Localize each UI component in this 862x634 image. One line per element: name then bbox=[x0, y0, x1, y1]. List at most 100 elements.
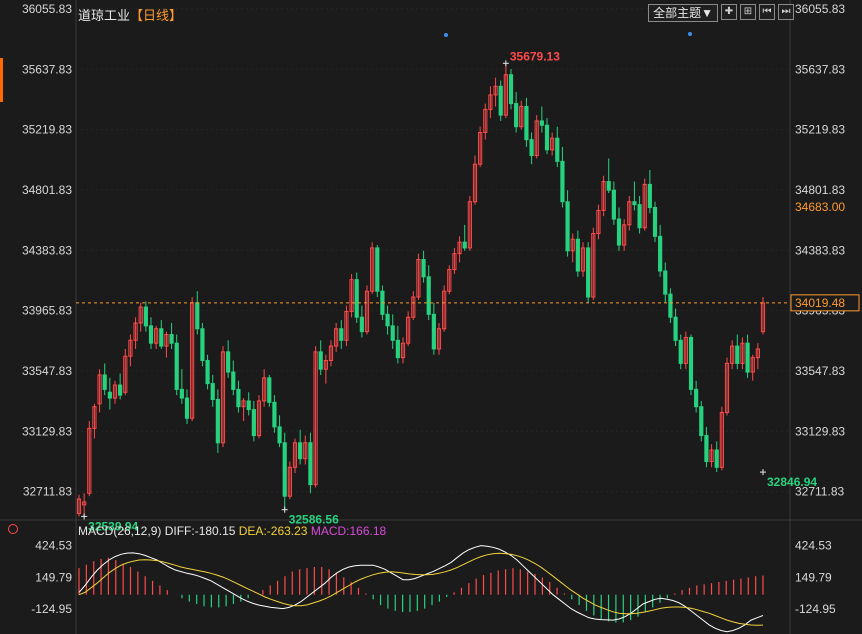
macd-value: MACD:166.18 bbox=[310, 524, 387, 538]
chart-title: 道琼工业【日线】 bbox=[78, 5, 182, 24]
candle-body bbox=[200, 328, 205, 362]
candle bbox=[334, 322, 339, 352]
candle-body bbox=[118, 384, 123, 396]
next-icon[interactable]: ⏭ bbox=[778, 4, 794, 20]
candle-body bbox=[164, 334, 169, 347]
candle-body bbox=[565, 201, 570, 252]
candle-body bbox=[318, 351, 323, 370]
y-tick-label-right: 36055.83 bbox=[795, 2, 845, 16]
candle bbox=[154, 325, 159, 349]
candle-body bbox=[611, 189, 616, 220]
candle-body bbox=[431, 313, 436, 350]
y-tick-label-right: 35637.83 bbox=[795, 62, 845, 76]
candle-body bbox=[246, 400, 251, 411]
candle-body bbox=[226, 351, 231, 373]
candle bbox=[616, 207, 622, 251]
candle-body bbox=[174, 342, 179, 390]
candle-body bbox=[719, 411, 724, 468]
candle-body bbox=[544, 124, 550, 151]
candle bbox=[267, 374, 272, 407]
indicator-settings-icon[interactable] bbox=[8, 524, 18, 534]
candle-body bbox=[215, 398, 220, 444]
candle bbox=[370, 242, 375, 295]
candle bbox=[462, 224, 467, 251]
prev-icon[interactable]: ⏮ bbox=[759, 4, 775, 20]
candle-body bbox=[231, 371, 236, 390]
candle bbox=[118, 373, 123, 400]
candle-body bbox=[339, 328, 344, 341]
candle bbox=[308, 432, 313, 494]
candle-body bbox=[622, 224, 627, 246]
candle-body bbox=[467, 201, 472, 249]
candle bbox=[282, 432, 287, 510]
candle bbox=[457, 236, 462, 263]
candle-body bbox=[169, 334, 174, 344]
candle-body bbox=[647, 183, 652, 209]
candle-body bbox=[678, 339, 683, 364]
candle bbox=[447, 265, 452, 295]
y-tick-label-left: 35637.83 bbox=[22, 62, 72, 76]
candle bbox=[524, 97, 529, 147]
candle-body bbox=[514, 103, 519, 128]
candle bbox=[606, 158, 611, 194]
candle-body bbox=[251, 409, 256, 437]
y-tick-label-left: 33547.83 bbox=[22, 364, 72, 378]
candle bbox=[416, 253, 421, 300]
candle bbox=[709, 444, 714, 468]
candle-body bbox=[298, 442, 303, 460]
candle bbox=[215, 389, 220, 453]
candle-body bbox=[148, 325, 154, 344]
candle-body bbox=[82, 501, 87, 506]
candle-body bbox=[586, 247, 591, 298]
candle-body bbox=[179, 388, 184, 399]
zoom-icon[interactable]: ⊞ bbox=[740, 4, 756, 20]
candle bbox=[514, 92, 519, 133]
candle bbox=[580, 242, 586, 277]
candle bbox=[200, 322, 205, 367]
candle bbox=[622, 219, 627, 251]
candle bbox=[478, 126, 483, 168]
candle bbox=[647, 169, 652, 214]
crosshair-icon[interactable]: ✚ bbox=[721, 4, 737, 20]
candle bbox=[637, 195, 642, 234]
candle-body bbox=[354, 279, 359, 318]
candle bbox=[544, 118, 550, 155]
candle-body bbox=[334, 328, 339, 347]
y-tick-label-left: 33965.83 bbox=[22, 304, 72, 318]
candle bbox=[292, 438, 298, 474]
y-tick-label-left: 34801.83 bbox=[22, 183, 72, 197]
theme-dropdown-button[interactable]: 全部主题▼ bbox=[648, 4, 718, 22]
macd-y-tick-left: 149.79 bbox=[35, 570, 72, 584]
candle-body bbox=[503, 74, 508, 116]
candle bbox=[483, 103, 488, 140]
candle-body bbox=[699, 406, 704, 437]
candle-body bbox=[256, 400, 262, 437]
candle bbox=[143, 301, 148, 332]
candle-body bbox=[652, 207, 658, 237]
candle-body bbox=[102, 374, 107, 390]
candle-body bbox=[498, 85, 503, 116]
candle-body bbox=[241, 400, 246, 408]
candle bbox=[601, 175, 606, 217]
candle bbox=[555, 126, 560, 168]
candle-body bbox=[688, 336, 694, 390]
candle bbox=[82, 493, 87, 517]
candle-body bbox=[709, 449, 714, 463]
candle bbox=[400, 337, 406, 364]
candle-body bbox=[287, 466, 292, 497]
candle-body bbox=[436, 328, 442, 350]
candle bbox=[184, 389, 190, 425]
candle-body bbox=[658, 235, 663, 272]
macd-y-tick-left: -124.95 bbox=[31, 602, 72, 616]
candle-body bbox=[143, 306, 148, 327]
candle bbox=[591, 227, 596, 300]
period-label[interactable]: 【日线】 bbox=[130, 8, 183, 23]
candle-body bbox=[683, 336, 688, 364]
last-price-label: 34019.48 bbox=[795, 296, 845, 310]
candle bbox=[627, 195, 632, 231]
candle bbox=[112, 380, 118, 404]
chart-toolbar: 全部主题▼ ✚ ⊞ ⏮ ⏭ bbox=[648, 4, 794, 22]
crosshair-price-label: 34683.00 bbox=[795, 200, 845, 214]
candle bbox=[123, 348, 128, 396]
candle-body bbox=[267, 377, 272, 403]
